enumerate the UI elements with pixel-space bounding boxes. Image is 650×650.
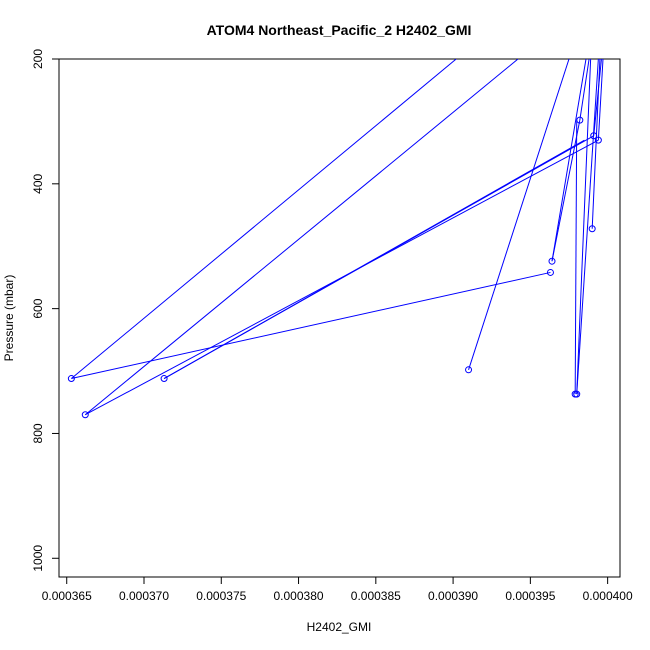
- data-point: [590, 132, 598, 140]
- x-tick-label: 0.000370: [119, 589, 169, 603]
- data-point: [588, 225, 596, 233]
- series-line-segment: [574, 120, 578, 395]
- series-line-segment: [71, 59, 457, 379]
- x-axis: 0.000365 0.000370 0.000375 0.000380 0.000385…: [42, 576, 633, 603]
- series-line-segment: [163, 139, 585, 379]
- x-tick-label: 0.000380: [274, 589, 324, 603]
- series-line-segment: [579, 59, 590, 121]
- series-group: [67, 59, 604, 419]
- data-point: [571, 390, 579, 398]
- x-tick-label: 0.000375: [196, 589, 246, 603]
- x-tick-label: 0.000390: [428, 589, 478, 603]
- series-line-segment: [551, 59, 587, 262]
- series-line-segment: [576, 59, 592, 395]
- data-point: [548, 257, 556, 265]
- series-line-segment: [597, 59, 604, 141]
- x-tick-label: 0.000400: [583, 589, 633, 603]
- x-axis-label: H2402_GMI: [307, 620, 372, 634]
- data-point: [160, 375, 168, 383]
- x-tick-label: 0.000385: [351, 589, 401, 603]
- data-point: [81, 411, 89, 419]
- plot-frame: [58, 58, 621, 578]
- series-line-segment: [551, 120, 581, 262]
- plot-area: [67, 59, 604, 419]
- x-tick-label: 0.000395: [505, 589, 555, 603]
- y-tick-label: 600: [31, 298, 45, 318]
- x-tick-label: 0.000365: [42, 589, 92, 603]
- data-point: [546, 268, 554, 276]
- data-point: [576, 116, 584, 124]
- data-point: [465, 366, 473, 374]
- series-line-segment: [576, 59, 599, 395]
- data-point: [594, 136, 602, 144]
- series-line-segment: [84, 59, 519, 416]
- chart-title: ATOM4 Northeast_Pacific_2 H2402_GMI: [207, 22, 472, 38]
- y-axis: 200 400 600 800 1000: [31, 49, 60, 572]
- y-tick-label: 400: [31, 173, 45, 193]
- data-point: [67, 375, 75, 383]
- y-tick-label: 800: [31, 423, 45, 443]
- y-tick-label: 1000: [31, 545, 45, 572]
- y-axis-label: Pressure (mbar): [2, 275, 16, 362]
- series-line-segment: [593, 59, 602, 136]
- y-tick-label: 200: [31, 49, 45, 69]
- series-line-segment: [468, 59, 570, 370]
- series-line-segment: [71, 271, 551, 380]
